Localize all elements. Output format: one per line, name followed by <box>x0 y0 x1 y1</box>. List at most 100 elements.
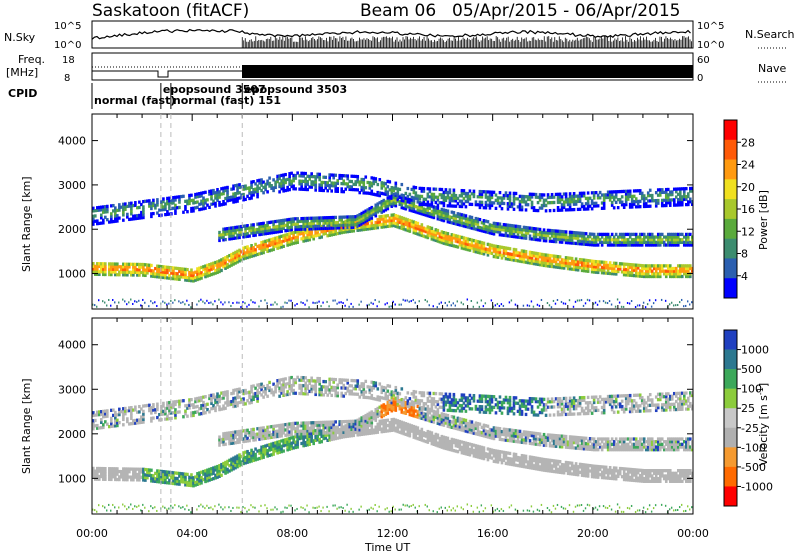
power-cell <box>490 243 494 248</box>
power-cell <box>446 217 450 221</box>
velocity-cell <box>146 470 149 475</box>
power-cell <box>416 232 420 236</box>
power-cell <box>294 217 297 221</box>
velocity-cell <box>238 506 240 509</box>
velocity-cell <box>200 403 203 408</box>
velocity-cell <box>256 388 259 393</box>
power-cell <box>188 270 191 275</box>
power-cell <box>450 196 454 200</box>
power-cell <box>400 200 404 204</box>
power-cell <box>330 230 333 234</box>
power-cell <box>676 274 680 279</box>
power-cell <box>546 302 549 305</box>
velocity-cell <box>122 467 125 471</box>
power-cell <box>690 202 693 206</box>
power-cell <box>536 303 539 306</box>
power-cell <box>552 234 556 238</box>
power-cell <box>624 273 628 277</box>
power-cell <box>166 276 169 280</box>
power-cell <box>624 270 628 274</box>
power-cell <box>390 204 394 208</box>
power-cell <box>648 269 652 273</box>
power-cell <box>204 190 207 194</box>
power-cell <box>332 232 336 237</box>
power-cell <box>302 171 305 176</box>
power-cell <box>674 269 678 273</box>
power-cell <box>96 305 98 308</box>
velocity-cell <box>278 429 281 433</box>
power-cell <box>108 267 111 271</box>
power-cell <box>220 301 222 304</box>
power-cell <box>550 192 554 197</box>
power-cell <box>202 265 205 269</box>
power-cell <box>670 243 674 247</box>
power-cell <box>480 299 483 302</box>
velocity-cell <box>100 472 103 476</box>
power-cell <box>586 237 590 241</box>
power-cell <box>542 228 546 232</box>
velocity-cell <box>92 413 95 418</box>
power-cell <box>544 264 548 268</box>
power-cell <box>604 232 608 237</box>
power-cell <box>422 200 426 204</box>
power-cell <box>580 194 584 198</box>
power-cell <box>680 274 684 279</box>
power-cell <box>142 215 145 220</box>
velocity-cell <box>220 506 222 509</box>
power-cell <box>668 240 672 245</box>
power-cell <box>122 270 125 274</box>
power-cell <box>432 187 436 191</box>
power-cell <box>222 230 225 234</box>
velocity-cell <box>168 411 171 415</box>
velocity-cell <box>208 470 211 474</box>
power-cell <box>260 229 263 234</box>
power-cell <box>326 183 329 188</box>
power-cell <box>100 213 103 217</box>
power-cell <box>204 206 207 210</box>
power-cell <box>570 238 574 243</box>
power-cell <box>150 204 153 208</box>
power-cell <box>160 202 163 207</box>
power-cell <box>572 199 576 204</box>
power-cell <box>320 235 323 239</box>
power-cell <box>130 270 133 274</box>
power-cell <box>448 198 452 203</box>
velocity-cell <box>118 475 121 479</box>
power-cell <box>356 180 360 184</box>
power-cell <box>236 188 239 193</box>
power-cell <box>94 219 97 223</box>
power-cell <box>112 262 115 266</box>
power-cell <box>566 202 570 207</box>
power-cell <box>504 231 508 235</box>
power-cell <box>638 240 642 245</box>
power-cell <box>404 222 408 227</box>
power-cell <box>512 199 516 203</box>
power-cell <box>624 232 628 237</box>
power-cell <box>134 268 137 272</box>
power-cell <box>246 186 249 190</box>
velocity-cell <box>152 507 154 510</box>
power-cell <box>656 243 660 247</box>
power-cell <box>172 269 175 273</box>
power-cell <box>592 204 596 208</box>
power-cell <box>580 202 584 206</box>
power-cell <box>218 259 221 263</box>
power-cell <box>140 216 143 220</box>
power-cell <box>98 270 101 274</box>
power-cell <box>550 306 553 309</box>
power-cell <box>454 222 458 226</box>
power-cell <box>564 264 568 268</box>
power-cell <box>488 198 492 202</box>
power-cell <box>460 241 464 245</box>
power-cell <box>312 175 315 179</box>
power-cell <box>602 263 606 267</box>
power-cell <box>386 302 388 305</box>
power-cell <box>336 221 340 225</box>
velocity-cell <box>192 405 195 410</box>
power-cell <box>474 219 478 223</box>
power-cell <box>470 243 474 248</box>
velocity-cell <box>216 403 219 407</box>
power-cell <box>674 304 677 307</box>
power-cell <box>664 264 668 268</box>
power-cell <box>478 245 482 250</box>
